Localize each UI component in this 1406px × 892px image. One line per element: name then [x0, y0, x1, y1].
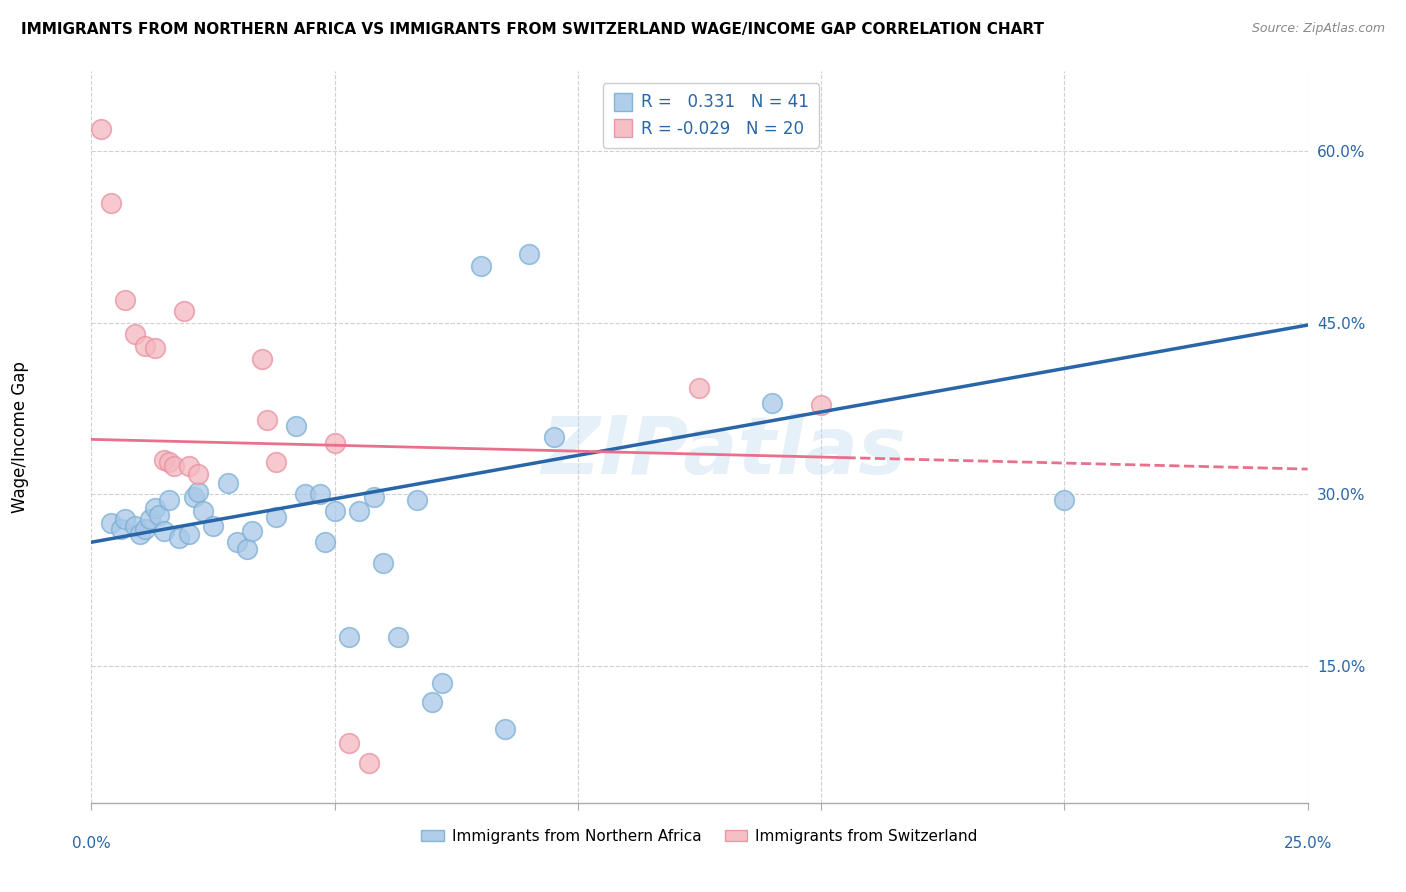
- Y-axis label: Wage/Income Gap: Wage/Income Gap: [11, 361, 30, 513]
- Point: [309, 487, 332, 501]
- Point: [517, 247, 540, 261]
- Point: [810, 398, 832, 412]
- Point: [157, 492, 180, 507]
- Point: [373, 556, 395, 570]
- Text: 0.0%: 0.0%: [72, 836, 111, 851]
- Point: [100, 516, 122, 530]
- Point: [114, 293, 136, 307]
- Point: [494, 722, 516, 736]
- Point: [337, 736, 360, 750]
- Text: 25.0%: 25.0%: [1284, 836, 1331, 851]
- Point: [347, 504, 370, 518]
- Point: [294, 487, 316, 501]
- Point: [323, 504, 346, 518]
- Point: [110, 521, 132, 535]
- Text: Source: ZipAtlas.com: Source: ZipAtlas.com: [1251, 22, 1385, 36]
- Point: [323, 435, 346, 450]
- Point: [153, 524, 176, 538]
- Point: [177, 458, 200, 473]
- Point: [236, 542, 259, 557]
- Point: [157, 455, 180, 469]
- Point: [430, 675, 453, 690]
- Point: [124, 327, 146, 342]
- Point: [134, 339, 156, 353]
- Point: [406, 492, 429, 507]
- Point: [256, 413, 278, 427]
- Point: [314, 535, 336, 549]
- Point: [1053, 492, 1076, 507]
- Point: [363, 490, 385, 504]
- Point: [124, 519, 146, 533]
- Point: [284, 418, 307, 433]
- Point: [153, 453, 176, 467]
- Point: [187, 467, 209, 481]
- Point: [470, 259, 492, 273]
- Point: [167, 531, 190, 545]
- Point: [143, 500, 166, 515]
- Point: [264, 455, 287, 469]
- Point: [183, 490, 205, 504]
- Point: [177, 527, 200, 541]
- Point: [139, 512, 162, 526]
- Point: [761, 396, 783, 410]
- Point: [250, 352, 273, 367]
- Point: [202, 519, 225, 533]
- Text: IMMIGRANTS FROM NORTHERN AFRICA VS IMMIGRANTS FROM SWITZERLAND WAGE/INCOME GAP C: IMMIGRANTS FROM NORTHERN AFRICA VS IMMIG…: [21, 22, 1045, 37]
- Point: [543, 430, 565, 444]
- Point: [688, 381, 710, 395]
- Point: [240, 524, 263, 538]
- Point: [163, 458, 186, 473]
- Point: [134, 521, 156, 535]
- Point: [337, 630, 360, 644]
- Point: [357, 756, 380, 770]
- Point: [143, 341, 166, 355]
- Point: [387, 630, 409, 644]
- Point: [100, 195, 122, 210]
- Point: [420, 695, 443, 709]
- Text: ZIPatlas: ZIPatlas: [541, 413, 907, 491]
- Point: [193, 504, 215, 518]
- Point: [173, 304, 195, 318]
- Point: [129, 527, 152, 541]
- Point: [217, 475, 239, 490]
- Point: [148, 508, 170, 522]
- Legend: Immigrants from Northern Africa, Immigrants from Switzerland: Immigrants from Northern Africa, Immigra…: [415, 822, 984, 850]
- Point: [264, 510, 287, 524]
- Point: [114, 512, 136, 526]
- Point: [90, 121, 112, 136]
- Point: [187, 485, 209, 500]
- Point: [226, 535, 249, 549]
